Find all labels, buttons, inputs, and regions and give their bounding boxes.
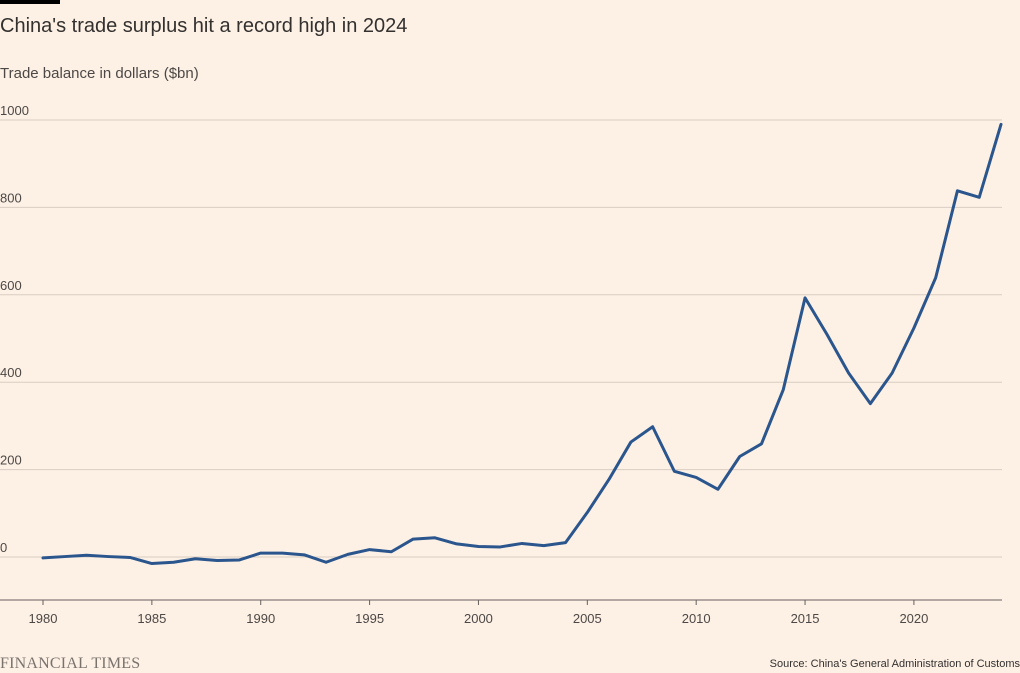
x-tick-label: 2010 <box>682 611 711 626</box>
data-point <box>346 553 349 556</box>
data-point <box>869 402 872 405</box>
series-layer <box>41 122 1003 566</box>
data-point <box>194 557 197 560</box>
y-tick-label: 800 <box>0 190 22 205</box>
data-point <box>738 455 741 458</box>
series-line <box>41 122 1003 566</box>
data-point <box>891 372 894 375</box>
y-tick-label: 0 <box>0 540 7 555</box>
data-point <box>129 556 132 559</box>
data-point <box>150 562 153 565</box>
data-point <box>847 372 850 375</box>
data-point <box>433 536 436 539</box>
data-point <box>608 478 611 481</box>
x-tick-label: 2000 <box>464 611 493 626</box>
data-point <box>542 544 545 547</box>
y-tick-label: 1000 <box>0 103 29 118</box>
data-point <box>912 327 915 330</box>
data-point <box>455 542 458 545</box>
x-tick-label: 2005 <box>573 611 602 626</box>
data-point <box>390 550 393 553</box>
data-point <box>325 561 328 564</box>
x-tick-label: 1995 <box>355 611 384 626</box>
data-point <box>368 548 371 551</box>
x-tick-labels: 1980 1985 1990 1995 2000 2005 2010 2015 2020 <box>29 611 929 626</box>
chart-title: China's trade surplus hit a record high … <box>0 15 408 37</box>
data-point <box>716 488 719 491</box>
data-point <box>760 442 763 445</box>
gridlines <box>0 119 1002 558</box>
x-axis <box>0 599 1002 605</box>
x-tick-label: 2020 <box>899 611 928 626</box>
ft-logo: FINANCIAL TIMES <box>0 655 141 672</box>
data-point <box>629 441 632 444</box>
data-point <box>1000 123 1003 126</box>
data-point <box>673 470 676 473</box>
data-point <box>172 561 175 564</box>
x-tick-label: 1980 <box>29 611 58 626</box>
chart-subtitle: Trade balance in dollars ($bn) <box>0 65 199 82</box>
data-point <box>782 388 785 391</box>
data-point <box>804 296 807 299</box>
data-point <box>825 333 828 336</box>
data-point <box>107 555 110 558</box>
x-tick-label: 2015 <box>791 611 820 626</box>
data-point <box>978 196 981 199</box>
data-point <box>586 511 589 514</box>
data-point <box>85 554 88 557</box>
data-point <box>499 545 502 548</box>
data-point <box>303 553 306 556</box>
y-tick-label: 400 <box>0 365 22 380</box>
data-point <box>237 559 240 562</box>
data-point <box>412 538 415 541</box>
y-tick-label: 600 <box>0 278 22 293</box>
data-point <box>216 559 219 562</box>
data-point <box>63 555 66 558</box>
data-point <box>521 542 524 545</box>
data-point <box>651 425 654 428</box>
data-point <box>564 541 567 544</box>
source-note: Source: China's General Administration o… <box>769 658 1020 670</box>
x-tick-label: 1985 <box>137 611 166 626</box>
data-point <box>281 552 284 555</box>
y-tick-label: 200 <box>0 453 22 468</box>
data-point <box>477 545 480 548</box>
data-point <box>42 556 45 559</box>
data-point <box>956 189 959 192</box>
x-tick-label: 1990 <box>246 611 275 626</box>
brand-bar <box>0 0 60 4</box>
data-point <box>934 276 937 279</box>
data-point <box>695 476 698 479</box>
data-point <box>259 552 262 555</box>
y-tick-labels: 0 200 400 600 800 1000 <box>0 103 29 555</box>
